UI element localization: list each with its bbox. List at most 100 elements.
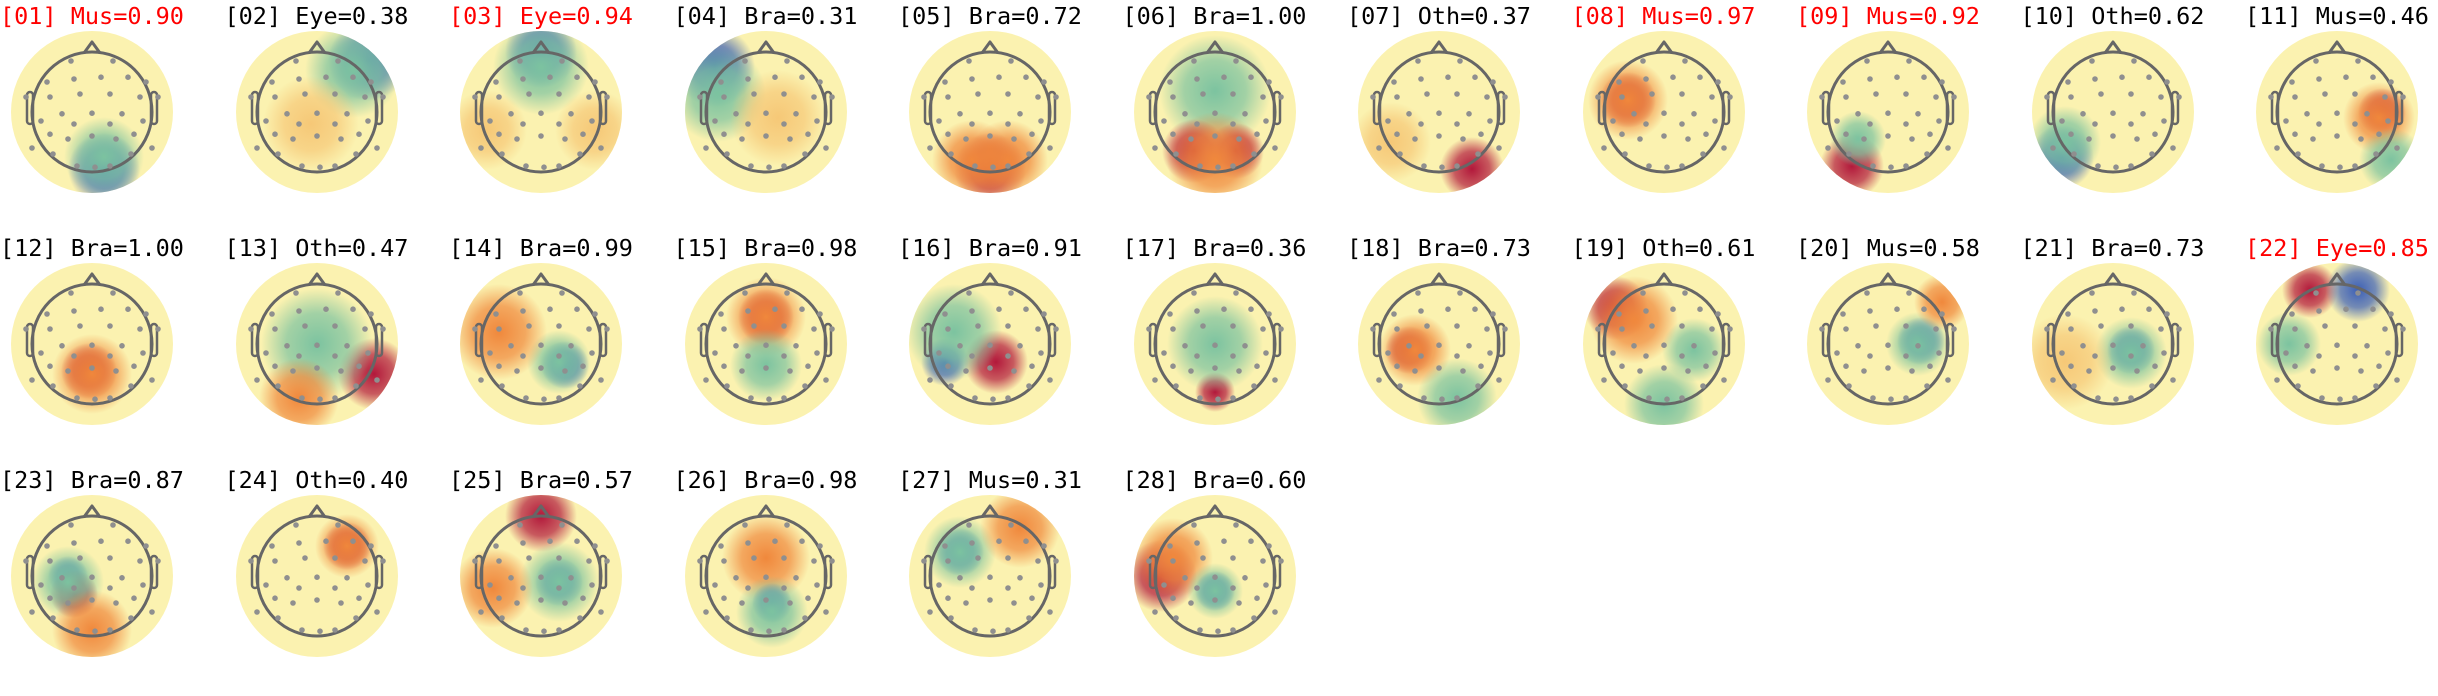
sensor-dot bbox=[720, 131, 727, 137]
activation-blob bbox=[909, 284, 1002, 380]
sensor-dot bbox=[1909, 136, 1915, 142]
sensor-dot bbox=[283, 343, 290, 349]
activation-blob bbox=[1166, 112, 1263, 193]
title-punct: [ bbox=[673, 234, 688, 262]
sensor-dot bbox=[771, 306, 778, 312]
sensor-dot bbox=[1214, 396, 1221, 402]
sensor-dot bbox=[1888, 396, 1894, 402]
component-class: Bra bbox=[744, 466, 787, 494]
sensor-dot bbox=[514, 136, 520, 142]
component-id: 16 bbox=[912, 234, 941, 262]
sensor-dot bbox=[107, 91, 113, 97]
sensor-dot bbox=[349, 538, 356, 544]
component-title: [06] Bra=1.00 bbox=[1123, 2, 1307, 30]
component-title: [19] Oth=0.61 bbox=[1572, 234, 1756, 262]
sensor-dot bbox=[292, 58, 299, 64]
sensor-dot bbox=[966, 522, 972, 528]
sensor-dot bbox=[92, 396, 98, 402]
sensor-dot bbox=[2169, 145, 2176, 151]
sensor-dot bbox=[496, 558, 502, 564]
sensor-dot bbox=[927, 377, 933, 383]
sensor-dot bbox=[2130, 58, 2137, 64]
sensor-dot bbox=[1199, 323, 1206, 329]
right-ear-icon bbox=[598, 322, 608, 358]
component-title: [07] Oth=0.37 bbox=[1347, 2, 1531, 30]
sensor-dot bbox=[295, 308, 302, 314]
sensor-dot bbox=[65, 368, 71, 374]
sensor-dot bbox=[520, 585, 526, 591]
right-ear-icon bbox=[2394, 322, 2404, 358]
sensor-dot bbox=[2385, 350, 2391, 356]
sensor-dot bbox=[496, 595, 502, 601]
sensor-dot bbox=[2064, 79, 2071, 85]
sensor-dot bbox=[29, 609, 35, 615]
activation-blob bbox=[52, 590, 132, 657]
sensor-dot bbox=[568, 111, 574, 117]
sensor-dot bbox=[744, 540, 751, 546]
sensor-dot bbox=[1391, 311, 1397, 317]
title-punct: [ bbox=[2245, 234, 2260, 262]
sensor-dot bbox=[1011, 368, 1017, 374]
sensor-dot bbox=[331, 163, 338, 169]
component-prob: 0.97 bbox=[1698, 2, 1756, 30]
sensor-dot bbox=[586, 94, 592, 100]
sensor-dot bbox=[110, 290, 116, 296]
sensor-dot bbox=[1196, 627, 1203, 633]
sensor-dot bbox=[1711, 350, 1718, 356]
sensor-dot bbox=[589, 350, 595, 356]
sensor-dot bbox=[1190, 290, 1197, 296]
right-ear-icon bbox=[1272, 322, 1281, 358]
component-class: Eye bbox=[2315, 234, 2359, 262]
sensor-dot bbox=[2388, 79, 2394, 85]
sensor-dot bbox=[1008, 58, 1014, 64]
sensor-dot bbox=[313, 110, 320, 116]
sensor-dot bbox=[1047, 609, 1053, 615]
sensor-dot bbox=[1041, 311, 1047, 317]
sensor-dot bbox=[1169, 558, 1176, 564]
sensor-dot bbox=[972, 163, 978, 169]
sensor-dot bbox=[71, 540, 77, 546]
nose-icon bbox=[1429, 40, 1449, 54]
sensor-dot bbox=[2364, 111, 2370, 117]
sensor-dot bbox=[1894, 306, 1900, 312]
sensor-dot bbox=[556, 585, 562, 591]
sensor-dot bbox=[496, 94, 502, 100]
sensor-dot bbox=[2091, 76, 2098, 82]
title-punct: ] bbox=[1389, 234, 1418, 262]
nose-icon bbox=[531, 40, 551, 54]
sensor-dot bbox=[1172, 615, 1179, 621]
title-punct: ] bbox=[1164, 234, 1194, 262]
sensor-dot bbox=[972, 395, 978, 401]
title-punct: [ bbox=[2245, 2, 2260, 30]
sensor-dot bbox=[143, 311, 149, 317]
sensor-dot bbox=[2319, 395, 2325, 401]
component-title: [26] Bra=0.98 bbox=[674, 466, 858, 494]
left-ear-icon bbox=[474, 90, 484, 126]
sensor-dot bbox=[556, 353, 562, 359]
sensor-dot bbox=[2175, 326, 2182, 332]
sensor-dot bbox=[2067, 326, 2074, 332]
title-punct: = bbox=[1909, 234, 1924, 262]
sensor-dot bbox=[780, 323, 787, 329]
sensor-dot bbox=[361, 94, 368, 100]
sensor-dot bbox=[1660, 342, 1667, 348]
component-class: Bra bbox=[744, 2, 787, 30]
sensor-dot bbox=[747, 163, 754, 169]
sensor-dot bbox=[1478, 363, 1484, 369]
sensor-dot bbox=[271, 363, 278, 369]
sensor-dot bbox=[1457, 58, 1463, 64]
component-panel: [25] Bra=0.57 bbox=[449, 464, 673, 696]
sensor-dot bbox=[738, 600, 745, 606]
title-punct: [ bbox=[0, 234, 15, 262]
sensor-dot bbox=[711, 350, 718, 356]
component-panel: [21] Bra=0.73 bbox=[2021, 232, 2245, 464]
sensor-dot bbox=[316, 396, 323, 402]
sensor-dot bbox=[813, 582, 820, 588]
sensor-dot bbox=[1678, 163, 1685, 169]
sensor-dot bbox=[1621, 383, 1628, 389]
sensor-dot bbox=[361, 326, 368, 332]
sensor-dot bbox=[1253, 595, 1260, 601]
sensor-dot bbox=[1660, 110, 1667, 116]
sensor-dot bbox=[996, 74, 1002, 80]
sensor-dot bbox=[1271, 609, 1278, 615]
